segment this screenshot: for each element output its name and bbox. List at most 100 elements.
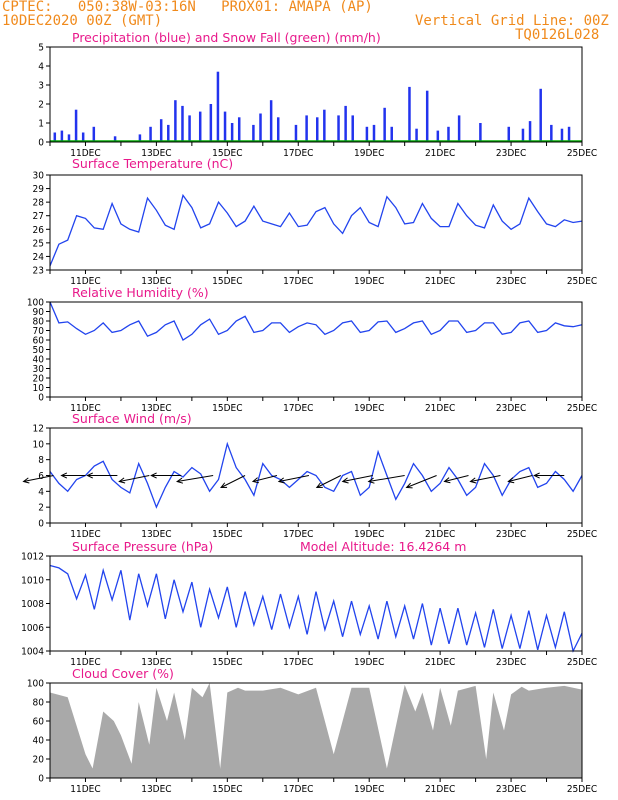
precip-y-tick-label: 3 (38, 81, 44, 92)
wind-arrow-head (367, 477, 375, 484)
wind-arrow (316, 475, 342, 488)
precip-bar (74, 109, 78, 142)
humidity-title: Relative Humidity (%) (72, 285, 209, 300)
precip-bar (198, 111, 202, 142)
precip-bar (447, 126, 450, 142)
precip-bar (457, 115, 461, 142)
wind-arrow-head (533, 472, 540, 479)
wind-arrow-head (277, 477, 285, 484)
temperature-series-line (49, 193, 583, 267)
wind-arrow (342, 475, 373, 482)
humidity-y-tick-label: 0 (38, 393, 44, 404)
precip-title: Precipitation (blue) and Snow Fall (gree… (72, 30, 381, 45)
temperature-y-tick-label: 27 (33, 211, 44, 222)
humidity-x-tick-label: 21DEC (425, 403, 455, 414)
wind-y-tick-label: 4 (38, 487, 44, 498)
precip-bar (372, 124, 376, 142)
precip-bar (528, 121, 532, 142)
pressure-annotation: Model Altitude: 16.4264 m (300, 539, 466, 554)
precip-bar (567, 126, 571, 142)
precip-bar (181, 105, 184, 142)
wind-arrow-head (315, 482, 323, 489)
temperature-y-tick-label: 26 (33, 225, 45, 236)
header-code: TQ0126L028 (515, 27, 600, 43)
wind-arrow (278, 475, 310, 482)
humidity-y-tick-label: 10 (33, 383, 45, 394)
cloud-x-tick-label: 23DEC (496, 784, 526, 795)
wind-series-line (49, 441, 583, 509)
cloud-area (50, 683, 582, 778)
pressure-x-tick-label: 13DEC (141, 657, 171, 668)
precip-panel (46, 46, 583, 146)
precip-bar (425, 90, 429, 142)
precip-bar (294, 124, 298, 142)
precip-bar (269, 100, 273, 142)
precip-bar (60, 130, 64, 142)
cloud-x-tick-label: 13DEC (141, 784, 171, 795)
wind-x-tick-label: 19DEC (354, 529, 384, 540)
humidity-y-tick-label: 20 (33, 374, 45, 385)
temperature-x-tick-label: 21DEC (425, 276, 455, 287)
temperature-x-tick-label: 15DEC (212, 276, 242, 287)
precip-bar (365, 126, 369, 142)
precip-bar (415, 128, 418, 142)
wind-arrow (220, 475, 246, 488)
wind-arrow (119, 475, 150, 482)
wind-y-tick-label: 0 (38, 519, 44, 530)
humidity-y-tick-label: 30 (33, 364, 45, 375)
wind-arrow (177, 475, 214, 482)
precip-y-tick-label: 1 (38, 119, 44, 130)
wind-arrow (508, 475, 533, 482)
precip-bar (138, 134, 142, 142)
precip-bar (53, 132, 57, 142)
pressure-frame (49, 555, 583, 652)
header-date: 10DEC2020 00Z (GMT) (2, 13, 163, 29)
cloud-panel (46, 682, 583, 782)
precip-y-tick-label: 2 (38, 100, 44, 111)
temperature-title: Surface Temperature (nC) (72, 156, 233, 171)
wind-arrow-head (405, 482, 413, 489)
precip-bar (390, 126, 393, 142)
pressure-y-tick-label: 1004 (21, 647, 44, 658)
humidity-x-tick-label: 13DEC (141, 403, 171, 414)
cloud-y-tick-label: 20 (33, 755, 45, 766)
precip-bar (305, 115, 308, 142)
precip-bar (507, 126, 511, 142)
temperature-x-tick-label: 19DEC (354, 276, 384, 287)
pressure-panel (46, 555, 583, 655)
temperature-y-tick-label: 28 (33, 198, 45, 209)
precip-bar (237, 117, 241, 142)
precip-bar (113, 136, 117, 142)
precip-bar (550, 124, 553, 142)
cloud-y-tick-label: 40 (33, 736, 45, 747)
wind-arrow-head (150, 472, 157, 479)
humidity-y-tick-label: 100 (27, 298, 44, 309)
pressure-x-tick-label: 11DEC (70, 657, 100, 668)
precip-bar (351, 115, 354, 142)
pressure-x-tick-label: 23DEC (496, 657, 526, 668)
precip-bar (276, 117, 280, 142)
precip-bar (323, 109, 326, 142)
cloud-x-tick-label: 17DEC (283, 784, 313, 795)
precip-bar (67, 134, 71, 142)
pressure-y-tick-label: 1008 (21, 599, 44, 610)
precip-x-tick-label: 13DEC (141, 148, 171, 159)
wind-arrow (252, 475, 278, 482)
precip-bar (344, 105, 347, 142)
temperature-y-tick-label: 30 (33, 171, 45, 182)
wind-arrow-head (60, 472, 68, 479)
humidity-panel (46, 301, 583, 401)
cloud-x-tick-label: 25DEC (567, 784, 597, 795)
wind-arrow-head (118, 477, 126, 484)
header-line1: CPTEC: 050:38W-03:16N PROX01: AMAPA (AP) (2, 0, 373, 15)
wind-x-tick-label: 21DEC (425, 529, 455, 540)
wind-arrow-head (443, 477, 451, 484)
wind-arrow-head (22, 477, 30, 484)
wind-x-tick-label: 23DEC (496, 529, 526, 540)
humidity-x-tick-label: 11DEC (70, 403, 100, 414)
precip-bar (521, 128, 525, 142)
wind-y-tick-label: 10 (33, 439, 45, 450)
precip-bar (252, 124, 255, 142)
temperature-x-tick-label: 23DEC (496, 276, 526, 287)
